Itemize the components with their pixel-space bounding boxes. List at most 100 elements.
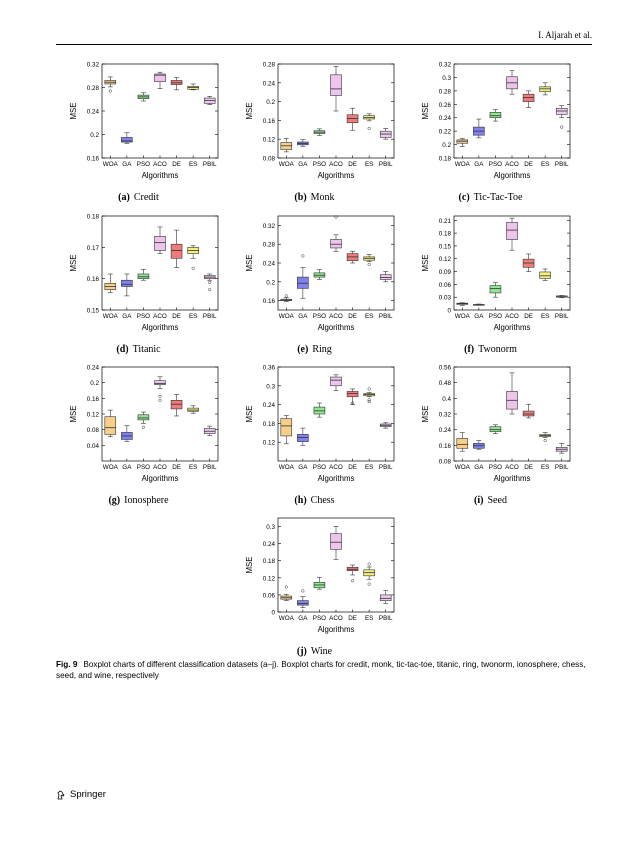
publisher-name: Springer — [70, 789, 106, 800]
y-axis-label: MSE — [69, 103, 78, 120]
outlier-point — [301, 254, 305, 258]
box-ga — [297, 589, 309, 609]
y-tick-label: 0.08 — [87, 427, 100, 434]
box-aco — [330, 374, 342, 391]
plot-frame — [453, 215, 571, 311]
box-pso — [137, 92, 150, 102]
x-tick-label: PBIL — [555, 161, 569, 168]
y-axis-label: MSE — [421, 255, 430, 272]
box-iqr — [297, 600, 309, 606]
x-tick-label: PBIL — [203, 464, 217, 471]
boxplot-chart: 0.15 0.16 0.17 0.18 WOA GA PSO ACO DE ES PBIL Algor… — [69, 214, 219, 332]
y-tick-label: 0.24 — [263, 261, 276, 268]
running-head: I. Aljarah et al. — [538, 30, 592, 40]
x-tick-label: DE — [524, 464, 533, 471]
x-tick-label: PSO — [313, 313, 326, 320]
x-tick-label: DE — [348, 161, 357, 168]
outlier-point — [108, 89, 112, 93]
x-tick-label: DE — [172, 313, 181, 320]
subfigure-caption: (f) Twonorm — [408, 344, 573, 355]
x-tick-label: ACO — [329, 313, 343, 320]
outlier-point — [367, 126, 371, 130]
y-tick-label: 0.16 — [87, 396, 100, 403]
subfigure-caption: (g) Ionosphere — [56, 495, 221, 506]
plot-frame — [277, 517, 395, 613]
box-aco — [154, 71, 166, 89]
y-tick-label: 0.36 — [263, 365, 276, 372]
box-es — [539, 82, 551, 96]
x-axis-label: Algorithms — [142, 474, 179, 483]
box-woa — [280, 585, 293, 601]
x-tick-label: PBIL — [555, 313, 569, 320]
subfigure-name: Credit — [133, 192, 159, 203]
box-ga — [121, 273, 133, 297]
subfigure-label: (e) — [297, 344, 309, 355]
y-tick-label: 0.24 — [87, 365, 100, 372]
x-tick-label: WOA — [279, 615, 295, 622]
box-iqr — [379, 274, 392, 280]
y-tick-label: 0.32 — [439, 412, 452, 419]
subfigure-caption: (c) Tic-Tac-Toe — [408, 192, 573, 203]
x-tick-label: GA — [298, 615, 308, 622]
box-de — [346, 388, 359, 405]
chart-panel-ring: 0.16 0.2 0.24 0.28 0.32 WOA GA PSO ACO DE ES PBIL Al… — [232, 210, 397, 365]
y-tick-label: 0.12 — [87, 412, 100, 419]
x-tick-label: DE — [348, 313, 357, 320]
chart-panel-monk: 0.08 0.12 0.16 0.2 0.24 0.28 WOA GA PSO ACO DE ES PB… — [232, 58, 397, 213]
outlier-point — [334, 215, 338, 219]
box-es — [363, 254, 375, 266]
x-tick-label: PBIL — [203, 161, 217, 168]
x-tick-label: PSO — [137, 313, 150, 320]
box-ga — [297, 139, 309, 147]
y-tick-label: 0.3 — [266, 383, 275, 390]
y-tick-label: 0.24 — [439, 427, 452, 434]
box-iqr — [121, 137, 133, 143]
springer-horse-icon — [57, 790, 65, 799]
x-tick-label: GA — [474, 161, 484, 168]
x-axis-label: Algorithms — [318, 474, 355, 483]
figure-caption: Fig. 9 Boxplot charts of different classi… — [56, 659, 592, 681]
box-iqr — [379, 594, 392, 601]
plot-frame — [277, 215, 395, 311]
x-axis-label: Algorithms — [142, 171, 179, 180]
chart-panel-wine: 0 0.06 0.12 0.18 0.24 0.3 WOA GA PSO ACO DE ES PBIL A… — [232, 512, 397, 667]
outlier-point — [560, 125, 564, 129]
box-es — [539, 268, 551, 281]
box-iqr — [539, 271, 551, 279]
box-pso — [313, 269, 326, 280]
y-tick-label: 0.56 — [439, 365, 452, 372]
x-tick-label: DE — [524, 161, 533, 168]
subfigure-label: (i) — [474, 495, 484, 506]
x-tick-label: PBIL — [555, 464, 569, 471]
outlier-point — [158, 398, 162, 402]
box-iqr — [154, 73, 166, 82]
outlier-point — [191, 266, 195, 270]
chart-panel-ionosphere: 0.04 0.08 0.12 0.16 0.2 0.24 WOA GA PSO ACO DE ES PB… — [56, 361, 221, 516]
box-es — [363, 113, 375, 130]
y-tick-label: 0.16 — [87, 156, 100, 163]
subfigure-caption: (h) Chess — [232, 495, 397, 506]
box-ga — [297, 427, 309, 446]
x-tick-label: GA — [122, 161, 132, 168]
x-tick-label: ES — [365, 161, 373, 168]
y-tick-label: 0.18 — [439, 156, 452, 163]
box-woa — [456, 432, 469, 452]
y-tick-label: 0.12 — [439, 256, 452, 263]
y-tick-label: 0.16 — [263, 298, 276, 305]
box-iqr — [489, 285, 502, 294]
x-tick-label: ES — [365, 615, 373, 622]
y-tick-label: 0.17 — [87, 245, 100, 252]
subfigure-name: Wine — [310, 646, 333, 657]
subfigure-caption: (j) Wine — [232, 646, 397, 657]
x-tick-label: ACO — [505, 161, 519, 168]
x-tick-label: GA — [298, 464, 308, 471]
box-es — [187, 405, 199, 414]
x-tick-label: PBIL — [203, 313, 217, 320]
x-tick-label: ACO — [153, 161, 167, 168]
x-tick-label: WOA — [455, 313, 471, 320]
subfigure-label: (h) — [294, 495, 307, 506]
y-tick-label: 0 — [447, 308, 451, 315]
y-tick-label: 0.21 — [439, 218, 452, 225]
box-pso — [489, 109, 502, 122]
y-tick-label: 0.32 — [87, 62, 100, 69]
